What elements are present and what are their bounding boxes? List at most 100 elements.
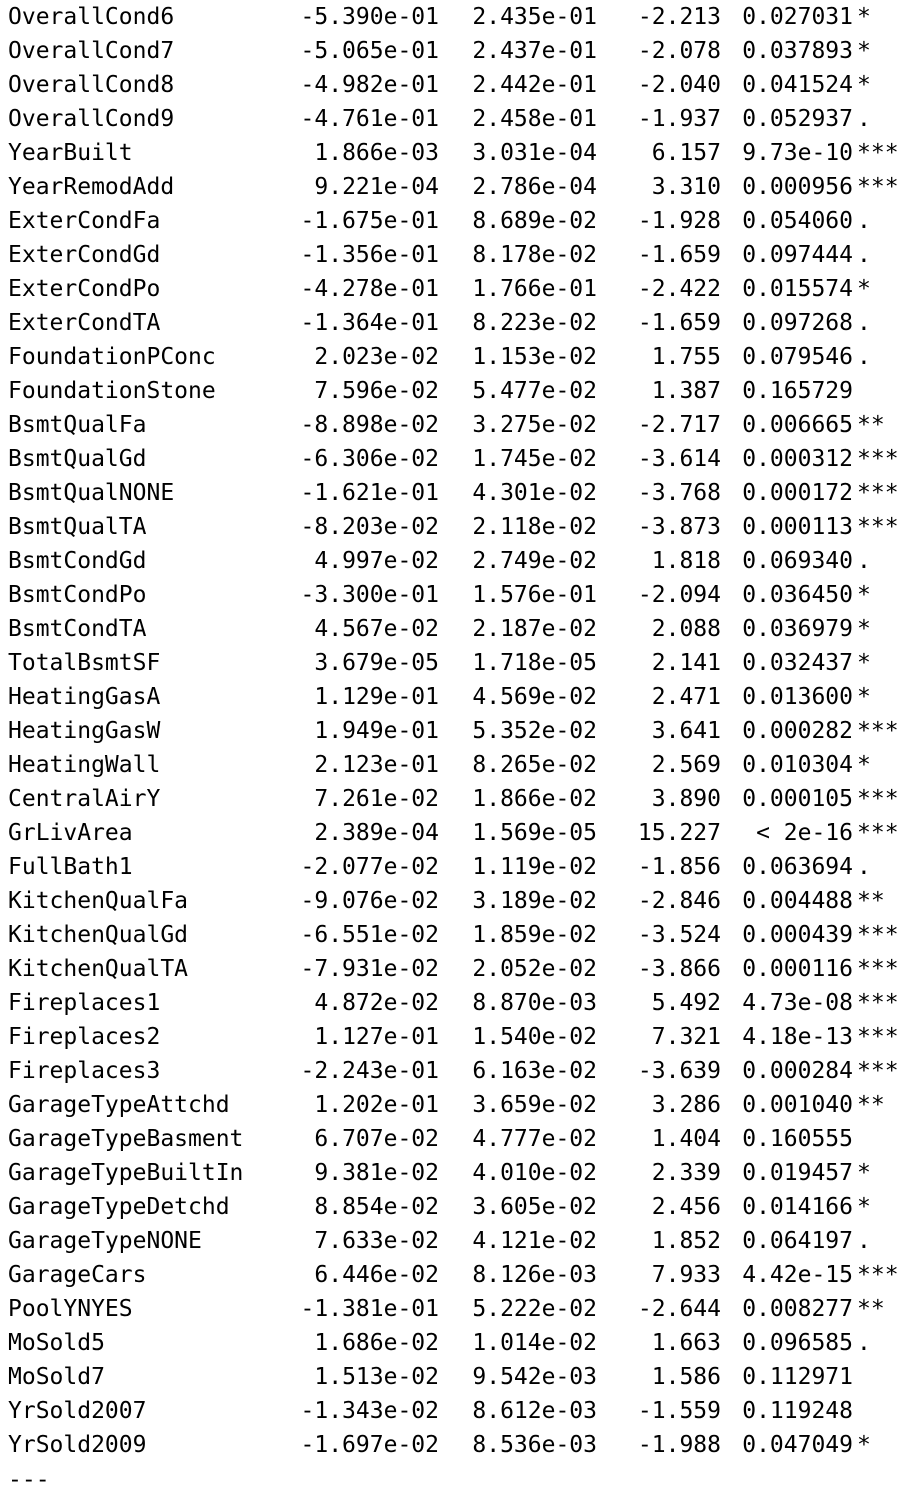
p-value: 0.019457: [742, 1160, 853, 1186]
t-value: -1.856: [637, 854, 721, 880]
std-error-value: 3.189e-02: [472, 888, 597, 914]
estimate-value: -4.982e-01: [300, 72, 439, 98]
p-value: 0.000105: [742, 786, 853, 812]
coefficient-row: GrLivArea 2.389e-04 1.569e-05 15.227 < 2e-16…: [8, 816, 913, 850]
t-value: -2.717: [637, 412, 721, 438]
coefficient-name: PoolYNYES: [8, 1296, 133, 1322]
coefficient-row: HeatingGasA 1.129e-01 4.569e-02 2.471 0.0136…: [8, 680, 913, 714]
coefficient-name: Fireplaces3: [8, 1058, 161, 1084]
estimate-value: 4.997e-02: [314, 548, 439, 574]
estimate-value: -1.621e-01: [300, 480, 439, 506]
std-error-value: 8.265e-02: [472, 752, 597, 778]
estimate-value: 1.127e-01: [314, 1024, 439, 1050]
p-value: 0.015574: [742, 276, 853, 302]
std-error-value: 9.542e-03: [472, 1364, 597, 1390]
t-value: 6.157: [651, 140, 721, 166]
coefficient-name: YrSold2007: [8, 1398, 147, 1424]
coefficient-row: OverallCond8 -4.982e-01 2.442e-01 -2.040 0.0…: [8, 68, 913, 102]
p-value: 0.041524: [742, 72, 853, 98]
significance-code: *: [857, 1160, 871, 1186]
significance-code: ***: [857, 1262, 899, 1288]
coefficient-row: GarageTypeNONE 7.633e-02 4.121e-02 1.852 0.0…: [8, 1224, 913, 1258]
t-value: -3.614: [637, 446, 721, 472]
t-value: -1.937: [637, 106, 721, 132]
coefficient-name: ExterCondGd: [8, 242, 161, 268]
coefficient-name: ExterCondFa: [8, 208, 161, 234]
coefficient-row: BsmtCondGd 4.997e-02 2.749e-02 1.818 0.06934…: [8, 544, 913, 578]
p-value: 0.001040: [742, 1092, 853, 1118]
coefficient-name: FoundationStone: [8, 378, 216, 404]
regression-coefficient-table: OverallCond6 -5.390e-01 2.435e-01 -2.213 0.0…: [8, 0, 913, 1462]
std-error-value: 1.859e-02: [472, 922, 597, 948]
p-value: 4.73e-08: [742, 990, 853, 1016]
p-value: 0.069340: [742, 548, 853, 574]
t-value: -3.866: [637, 956, 721, 982]
significance-code: ***: [857, 820, 899, 846]
coefficient-name: BsmtCondPo: [8, 582, 147, 608]
p-value: 0.004488: [742, 888, 853, 914]
significance-code: *: [857, 582, 871, 608]
coefficient-row: GarageCars 6.446e-02 8.126e-03 7.933 4.42e-1…: [8, 1258, 913, 1292]
estimate-value: 4.872e-02: [314, 990, 439, 1016]
p-value: 4.18e-13: [742, 1024, 853, 1050]
t-value: -2.078: [637, 38, 721, 64]
coefficient-name: ExterCondPo: [8, 276, 161, 302]
estimate-value: 9.221e-04: [314, 174, 439, 200]
significance-code: .: [857, 310, 871, 336]
significance-code: *: [857, 752, 871, 778]
t-value: -2.846: [637, 888, 721, 914]
std-error-value: 4.301e-02: [472, 480, 597, 506]
std-error-value: 5.477e-02: [472, 378, 597, 404]
coefficient-name: FoundationPConc: [8, 344, 216, 370]
std-error-value: 1.153e-02: [472, 344, 597, 370]
p-value: 0.054060: [742, 208, 853, 234]
coefficient-name: GarageCars: [8, 1262, 147, 1288]
p-value: 0.052937: [742, 106, 853, 132]
significance-code: .: [857, 106, 871, 132]
std-error-value: 8.223e-02: [472, 310, 597, 336]
coefficient-name: MoSold7: [8, 1364, 105, 1390]
coefficient-row: BsmtQualTA -8.203e-02 2.118e-02 -3.873 0.000…: [8, 510, 913, 544]
significance-code: ***: [857, 174, 899, 200]
coefficient-name: BsmtQualNONE: [8, 480, 175, 506]
coefficient-row: FoundationPConc 2.023e-02 1.153e-02 1.755 0.…: [8, 340, 913, 374]
estimate-value: -6.551e-02: [300, 922, 439, 948]
std-error-value: 8.178e-02: [472, 242, 597, 268]
p-value: 0.097444: [742, 242, 853, 268]
std-error-value: 4.777e-02: [472, 1126, 597, 1152]
coefficient-row: CentralAirY 7.261e-02 1.866e-02 3.890 0.0001…: [8, 782, 913, 816]
estimate-value: 3.679e-05: [314, 650, 439, 676]
coefficient-row: BsmtQualGd -6.306e-02 1.745e-02 -3.614 0.000…: [8, 442, 913, 476]
p-value: 0.000172: [742, 480, 853, 506]
coefficient-name: KitchenQualTA: [8, 956, 189, 982]
t-value: 2.471: [651, 684, 721, 710]
std-error-value: 2.118e-02: [472, 514, 597, 540]
coefficient-name: GarageTypeNONE: [8, 1228, 202, 1254]
coefficient-name: OverallCond8: [8, 72, 175, 98]
coefficient-row: YearBuilt 1.866e-03 3.031e-04 6.157 9.73e-10…: [8, 136, 913, 170]
coefficient-row: KitchenQualTA -7.931e-02 2.052e-02 -3.866 0.…: [8, 952, 913, 986]
estimate-value: 2.023e-02: [314, 344, 439, 370]
coefficient-name: HeatingGasW: [8, 718, 161, 744]
t-value: -1.988: [637, 1432, 721, 1458]
coefficient-row: BsmtQualFa -8.898e-02 3.275e-02 -2.717 0.006…: [8, 408, 913, 442]
coefficient-name: YearBuilt: [8, 140, 133, 166]
coefficient-row: ExterCondFa -1.675e-01 8.689e-02 -1.928 0.05…: [8, 204, 913, 238]
t-value: 1.404: [651, 1126, 721, 1152]
coefficient-name: OverallCond6: [8, 4, 175, 30]
significance-code: *: [857, 684, 871, 710]
significance-code: .: [857, 344, 871, 370]
estimate-value: -1.343e-02: [300, 1398, 439, 1424]
estimate-value: 1.202e-01: [314, 1092, 439, 1118]
std-error-value: 1.576e-01: [472, 582, 597, 608]
significance-code: *: [857, 616, 871, 642]
t-value: 2.141: [651, 650, 721, 676]
t-value: 2.456: [651, 1194, 721, 1220]
estimate-value: 1.129e-01: [314, 684, 439, 710]
std-error-value: 8.689e-02: [472, 208, 597, 234]
estimate-value: -1.697e-02: [300, 1432, 439, 1458]
p-value: 4.42e-15: [742, 1262, 853, 1288]
t-value: -3.639: [637, 1058, 721, 1084]
coefficient-name: YrSold2009: [8, 1432, 147, 1458]
estimate-value: -6.306e-02: [300, 446, 439, 472]
